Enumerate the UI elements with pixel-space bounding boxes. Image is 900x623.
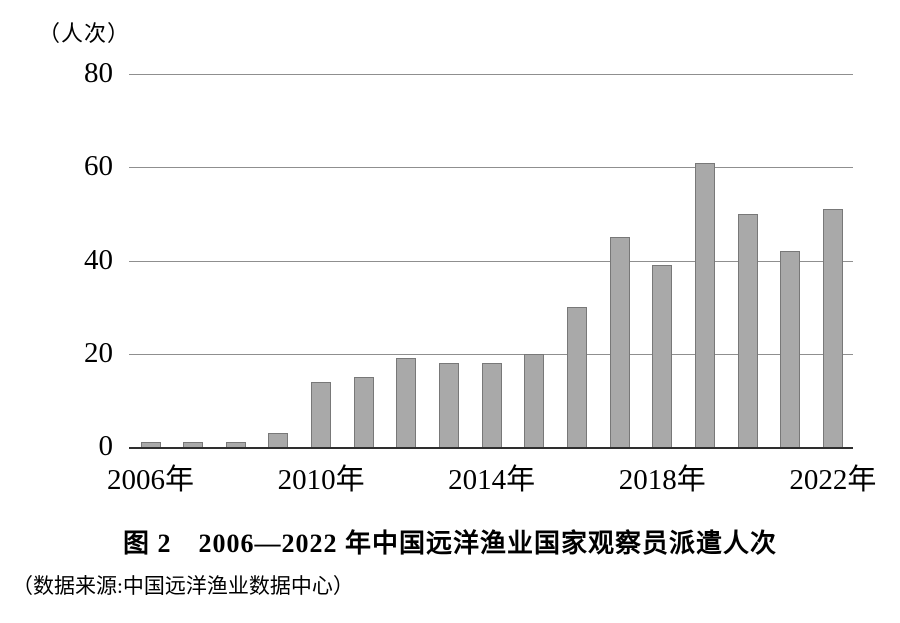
y-tick-label-0: 0	[98, 430, 114, 462]
bar-2009	[268, 433, 289, 447]
bar-2015	[524, 353, 545, 447]
bar-2013	[439, 363, 460, 447]
x-tick-label-2018年: 2018年	[618, 464, 706, 496]
bar-2012	[396, 358, 417, 447]
bar-2008	[225, 442, 246, 447]
gridline-60	[129, 167, 853, 169]
x-tick-label-2010年: 2010年	[277, 464, 365, 496]
bar-2006	[140, 442, 161, 447]
bar-2018	[652, 265, 673, 447]
y-tick-label-20: 20	[84, 336, 113, 369]
y-axis-unit-label: （人次）	[38, 21, 131, 46]
x-tick-label-2022年: 2022年	[789, 464, 877, 496]
bar-2017	[609, 237, 630, 447]
bar-2021	[780, 251, 801, 447]
y-tick-label-80: 80	[84, 57, 113, 89]
gridline-80	[129, 74, 853, 75]
data-source-note: （数据来源:中国远洋渔业数据中心）	[12, 574, 354, 598]
chart-title: 图 2 2006—2022 年中国远洋渔业国家观察员派遣人次	[122, 529, 777, 558]
plot-area	[129, 74, 853, 449]
bar-2014	[481, 363, 502, 447]
bar-2011	[353, 377, 374, 447]
gridline-40	[129, 260, 853, 262]
bar-2016	[567, 307, 587, 447]
x-tick-label-2014年: 2014年	[448, 464, 536, 496]
bar-2010	[311, 381, 332, 447]
bar-2022	[822, 209, 843, 447]
y-axis-tick-labels: 0 20 40 60 80	[0, 58, 113, 461]
bar-2019	[694, 162, 715, 447]
y-tick-label-60: 60	[84, 150, 113, 183]
y-tick-label-40: 40	[84, 243, 113, 276]
bar-2020	[737, 213, 758, 447]
bar-2007	[183, 442, 204, 447]
gridline-20	[129, 353, 853, 355]
x-tick-label-2006年: 2006年	[106, 464, 194, 496]
